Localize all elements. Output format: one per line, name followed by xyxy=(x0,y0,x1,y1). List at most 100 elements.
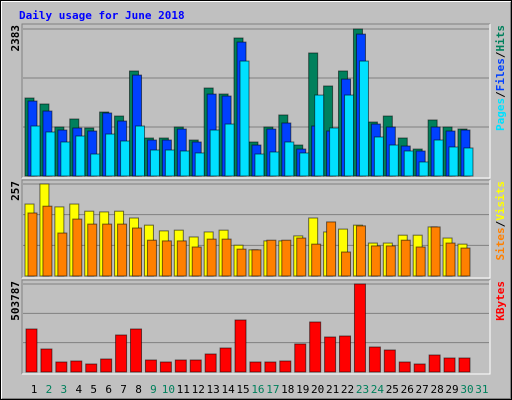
x-tick-label: 26 xyxy=(401,383,414,396)
bar xyxy=(90,153,101,177)
panel xyxy=(22,280,490,374)
x-tick-label: 23 xyxy=(356,383,369,396)
bar xyxy=(353,283,366,373)
bar xyxy=(445,242,456,277)
bar xyxy=(105,133,116,177)
bar xyxy=(30,125,41,177)
bar xyxy=(164,149,175,177)
bar xyxy=(264,361,277,373)
bar xyxy=(194,152,205,177)
bar xyxy=(130,328,143,373)
x-tick-label: 30 xyxy=(460,383,473,396)
bar xyxy=(251,249,262,277)
bar xyxy=(370,245,381,277)
legend-entry: Hits xyxy=(494,25,507,52)
x-tick-label: 21 xyxy=(326,383,339,396)
x-tick-label: 1 xyxy=(31,383,38,396)
bar xyxy=(373,136,384,177)
x-tick-label: 10 xyxy=(162,383,175,396)
legend-entry: Files xyxy=(494,58,507,91)
x-tick-label: 2 xyxy=(46,383,53,396)
legend-separator: / xyxy=(494,51,507,58)
bar xyxy=(234,319,247,373)
bar xyxy=(284,141,295,177)
bar xyxy=(383,349,396,373)
x-tick-label: 11 xyxy=(177,383,190,396)
bar xyxy=(460,247,471,277)
bar xyxy=(206,238,217,277)
bar xyxy=(299,152,310,177)
bar xyxy=(326,221,337,277)
bar xyxy=(120,140,131,177)
bar xyxy=(266,239,277,277)
bar xyxy=(294,343,307,373)
bar xyxy=(413,363,426,373)
legend-separator: / xyxy=(494,91,507,98)
bar xyxy=(355,225,366,277)
bar xyxy=(45,131,56,177)
legend: Pages/Files/Hits xyxy=(494,25,507,131)
x-tick-label: 31 xyxy=(475,383,488,396)
bar xyxy=(224,123,235,177)
x-tick-label: 18 xyxy=(281,383,294,396)
bar xyxy=(209,129,220,177)
bar xyxy=(40,348,53,373)
panel-bevel xyxy=(22,180,491,279)
bar xyxy=(57,232,68,277)
bar xyxy=(161,240,172,277)
bar xyxy=(418,161,429,177)
x-tick-label: 4 xyxy=(75,383,82,396)
bar xyxy=(219,347,232,373)
x-tick-label: 3 xyxy=(61,383,68,396)
bar xyxy=(249,361,262,373)
x-tick-label: 16 xyxy=(251,383,264,396)
bar xyxy=(100,358,113,373)
x-tick-label: 5 xyxy=(90,383,97,396)
x-tick-label: 8 xyxy=(135,383,142,396)
bar xyxy=(368,346,381,373)
bar xyxy=(430,226,441,277)
bar xyxy=(204,353,217,373)
panel-bevel xyxy=(21,279,490,374)
bar xyxy=(144,359,157,373)
bar xyxy=(72,218,83,277)
bar xyxy=(329,127,340,177)
x-tick-label: 9 xyxy=(150,383,157,396)
y-tick-label: 2383 xyxy=(9,25,22,52)
bar xyxy=(159,361,172,373)
panel-bevel xyxy=(21,179,490,278)
bar xyxy=(314,94,325,177)
bar xyxy=(279,360,292,373)
bar xyxy=(236,248,247,277)
bar xyxy=(174,359,187,373)
bar xyxy=(415,246,426,277)
bar xyxy=(191,246,202,277)
bar xyxy=(117,223,128,277)
x-tick-label: 25 xyxy=(386,383,399,396)
chart-title: Daily usage for June 2018 xyxy=(19,9,185,22)
bar xyxy=(385,245,396,277)
bar xyxy=(358,60,369,177)
bar xyxy=(403,150,414,177)
bar xyxy=(463,147,474,177)
bar xyxy=(458,357,471,373)
legend: Sites/Visits xyxy=(494,181,507,261)
bar xyxy=(42,205,53,277)
bar xyxy=(341,251,352,277)
bar xyxy=(269,151,280,177)
legend-entry: KBytes xyxy=(494,281,507,321)
x-tick-label: 22 xyxy=(341,383,354,396)
x-tick-label: 13 xyxy=(207,383,220,396)
legend-entry: Visits xyxy=(494,181,507,221)
bar xyxy=(296,237,307,277)
bar xyxy=(146,239,157,277)
x-tick-label: 29 xyxy=(445,383,458,396)
panel-bevel xyxy=(21,23,490,178)
bar xyxy=(27,212,38,277)
x-tick-label: 20 xyxy=(311,383,324,396)
legend-entry: Pages xyxy=(494,98,507,131)
x-tick-label: 12 xyxy=(192,383,205,396)
bar xyxy=(221,238,232,277)
